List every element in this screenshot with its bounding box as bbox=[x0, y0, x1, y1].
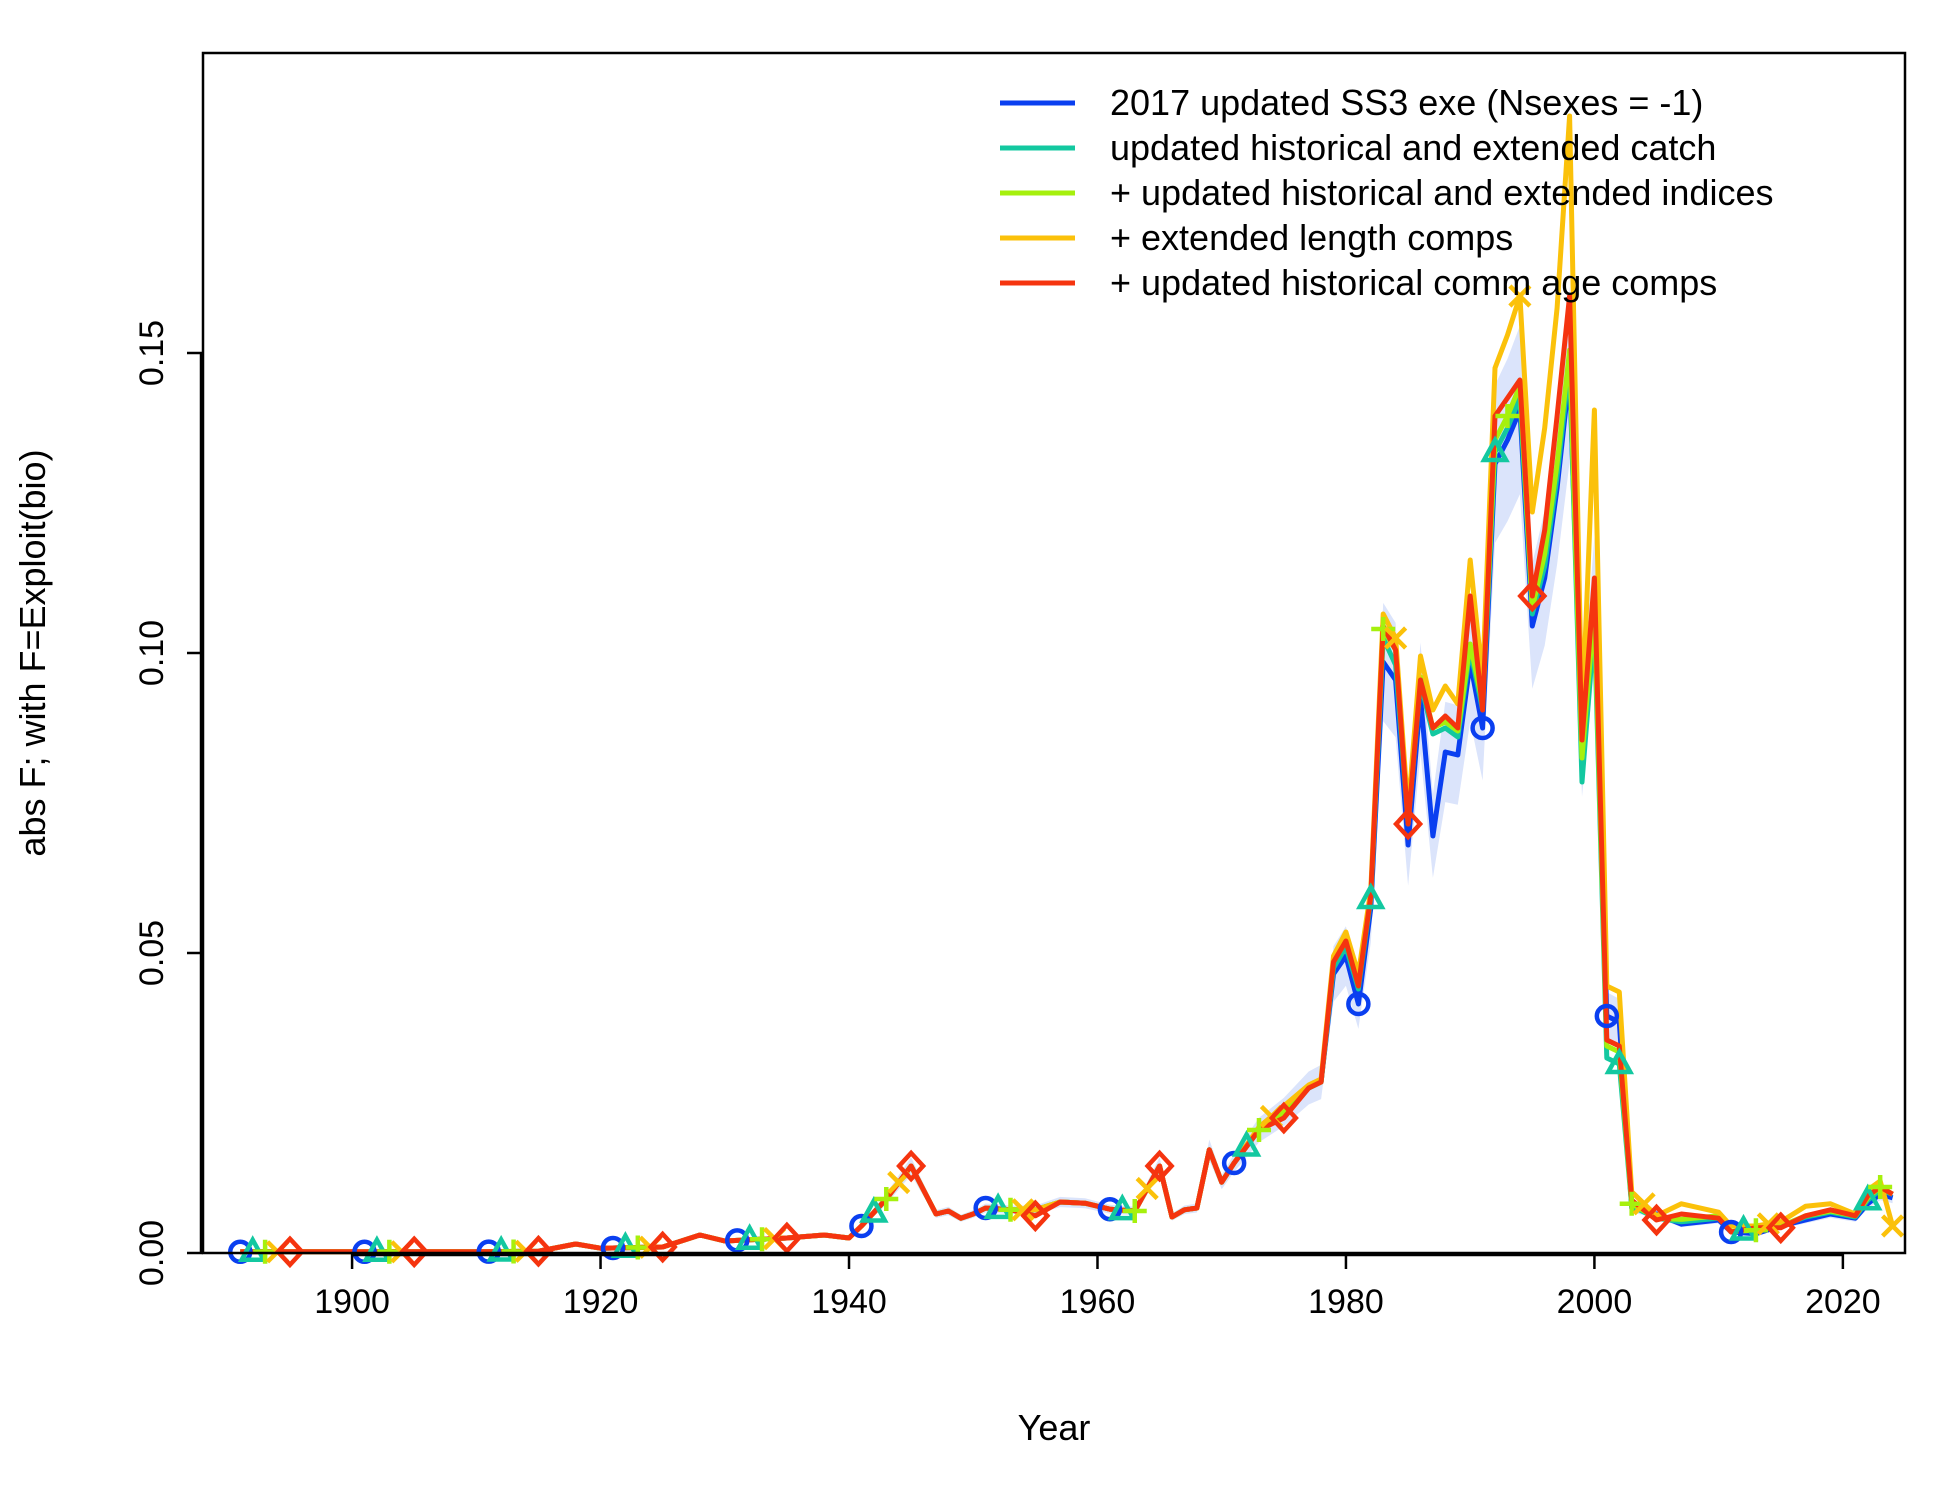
y-axis-title: abs F; with F=Exploit(bio) bbox=[12, 449, 53, 856]
series-2-marker bbox=[859, 1195, 889, 1223]
x-tick-label: 1920 bbox=[563, 1283, 639, 1321]
series-5-marker bbox=[896, 1149, 927, 1183]
x-tick-label: 1980 bbox=[1308, 1283, 1384, 1321]
series-2-marker bbox=[1604, 1047, 1635, 1075]
series-4-marker bbox=[1384, 626, 1408, 650]
series-1-marker bbox=[1470, 715, 1495, 741]
series-4-marker bbox=[1135, 1176, 1159, 1201]
series-2-marker bbox=[1480, 435, 1510, 463]
series-2-marker bbox=[1852, 1183, 1883, 1211]
x-tick-label: 1960 bbox=[1060, 1283, 1136, 1321]
series-5-marker bbox=[1268, 1101, 1299, 1135]
series-1-marker bbox=[724, 1228, 750, 1253]
series-3-marker bbox=[1371, 617, 1396, 641]
plot-frame bbox=[201, 51, 1907, 1255]
series-3-marker bbox=[1868, 1175, 1893, 1199]
series-5-marker bbox=[523, 1234, 554, 1268]
marker-layer bbox=[228, 284, 1905, 1269]
y-tick-label: 0.15 bbox=[133, 320, 171, 386]
y-tick-label: 0.10 bbox=[133, 620, 171, 686]
series-5-marker bbox=[1765, 1211, 1796, 1245]
series-4-marker bbox=[1011, 1198, 1035, 1222]
series-5-marker bbox=[647, 1230, 678, 1264]
series-1-marker bbox=[1718, 1219, 1744, 1245]
x-tick-label: 2000 bbox=[1557, 1283, 1633, 1321]
series-3-marker bbox=[1246, 1118, 1271, 1142]
x-tick-label: 1900 bbox=[314, 1283, 390, 1321]
series-4-marker bbox=[1508, 284, 1532, 308]
legend-label-3: + updated historical and extended indice… bbox=[1110, 172, 1773, 213]
series-3-marker bbox=[874, 1187, 899, 1211]
series-3-marker bbox=[750, 1227, 775, 1252]
legend-label-1: 2017 updated SS3 exe (Nsexes = -1) bbox=[1110, 82, 1703, 123]
series-5-marker bbox=[1393, 807, 1424, 841]
series-4-marker bbox=[1880, 1214, 1905, 1238]
series-layer bbox=[240, 113, 1896, 1255]
legend-label-4: + extended length comps bbox=[1110, 217, 1513, 258]
series-3-marker bbox=[998, 1197, 1023, 1222]
series-line-3 bbox=[240, 347, 1894, 1255]
series-2-marker bbox=[1107, 1193, 1138, 1221]
y-tick-label: 0.05 bbox=[133, 920, 171, 986]
series-line-2 bbox=[240, 359, 1894, 1255]
series-1-marker bbox=[1594, 1003, 1620, 1029]
series-3-marker bbox=[1619, 1191, 1644, 1216]
uncertainty-band-layer bbox=[240, 286, 1893, 1252]
series-5-marker bbox=[1020, 1199, 1051, 1233]
series-1-marker bbox=[849, 1213, 874, 1239]
series-3-marker bbox=[1495, 404, 1520, 428]
y-tick-label: 0.00 bbox=[133, 1220, 171, 1286]
series-5-marker bbox=[1517, 579, 1548, 613]
x-tick-label: 2020 bbox=[1805, 1283, 1881, 1321]
x-axis-title: Year bbox=[1018, 1407, 1091, 1448]
series-2-marker bbox=[983, 1192, 1013, 1220]
series-3-marker bbox=[501, 1239, 526, 1264]
series-3-marker bbox=[1122, 1199, 1147, 1223]
series-5-marker bbox=[274, 1235, 306, 1269]
uncertainty-band bbox=[240, 286, 1893, 1252]
legend-label-5: + updated historical comm age comps bbox=[1110, 262, 1717, 303]
axis-layer: 1900 1920 1940 1960 1980 2000 2020 0.00 0.05 0.10… bbox=[133, 320, 1881, 1321]
series-2-marker bbox=[1231, 1129, 1262, 1157]
series-1-marker bbox=[1346, 991, 1371, 1017]
series-5-marker bbox=[1144, 1149, 1175, 1183]
series-2-marker bbox=[1355, 882, 1386, 910]
series-line-1 bbox=[240, 371, 1894, 1255]
series-line-5 bbox=[240, 293, 1894, 1255]
series-4-marker bbox=[1756, 1212, 1780, 1236]
series-5-marker bbox=[771, 1221, 802, 1255]
series-5-marker bbox=[1641, 1203, 1672, 1237]
x-tick-label: 1940 bbox=[811, 1283, 887, 1321]
legend: 2017 updated SS3 exe (Nsexes = -1)update… bbox=[1000, 82, 1773, 303]
series-5-marker bbox=[399, 1235, 430, 1269]
legend-label-2: updated historical and extended catch bbox=[1110, 127, 1716, 168]
